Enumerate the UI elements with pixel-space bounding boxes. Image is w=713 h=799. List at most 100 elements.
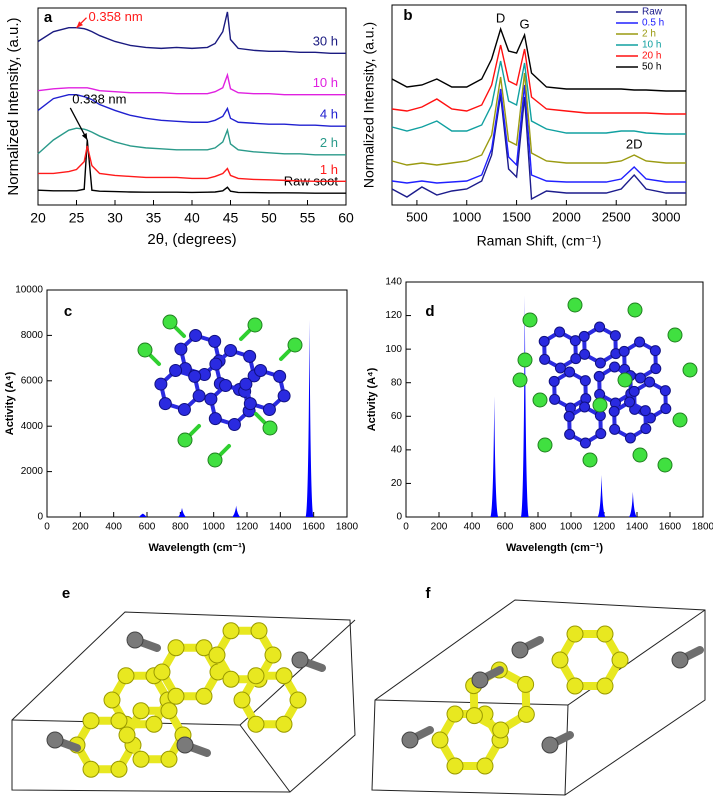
atom (538, 335, 550, 347)
atom (624, 432, 636, 444)
y-axis-label: Activity (A⁴) (366, 367, 378, 431)
atom (227, 418, 241, 432)
x-tick-label: 800 (530, 522, 547, 533)
atom (189, 328, 203, 342)
series-line (391, 60, 686, 135)
x-tick-label: 0 (403, 522, 409, 533)
atom (167, 687, 185, 705)
atom (287, 337, 303, 353)
atom (512, 372, 528, 388)
y-tick-label: 100 (385, 344, 402, 355)
panel-label: e (62, 585, 70, 602)
y-tick-label: 2000 (21, 466, 44, 477)
atom (564, 428, 576, 440)
atom (195, 687, 213, 705)
atom (110, 712, 128, 730)
atom (222, 670, 240, 688)
panel-label: f (426, 585, 432, 602)
atom (46, 731, 64, 749)
atom (208, 334, 222, 348)
x-tick-label: 600 (139, 522, 156, 533)
x-tick-label: 1000 (452, 209, 481, 224)
x-tick-label: 600 (497, 522, 514, 533)
y-tick-label: 8000 (21, 330, 44, 341)
atom (110, 760, 128, 778)
x-tick-label: 20 (30, 210, 46, 226)
atom (554, 362, 566, 374)
y-tick-label: 4000 (21, 421, 44, 432)
y-tick-label: 20 (391, 478, 403, 489)
y-tick-label: 6000 (21, 375, 44, 386)
atom (153, 663, 171, 681)
series-line (391, 94, 686, 201)
x-tick-label: 1600 (303, 522, 326, 533)
x-tick-label: 1400 (626, 522, 649, 533)
legend-label: 0.5 h (642, 18, 664, 29)
atom (195, 639, 213, 657)
atom (174, 342, 188, 356)
annotation: 0.358 nm (89, 9, 143, 24)
atom (548, 375, 560, 387)
atom (624, 396, 636, 408)
atom (563, 410, 575, 422)
annotation: 2D (626, 136, 643, 151)
series-label: 2 h (320, 135, 338, 150)
atom (596, 677, 614, 695)
peak (520, 295, 529, 517)
panel-label: d (425, 303, 434, 320)
unit-cell-edge (11, 619, 356, 726)
atom (640, 423, 652, 435)
atom (262, 420, 278, 436)
y-axis-label: Normalized Intensity, (a.u.) (5, 17, 22, 195)
atom (82, 760, 100, 778)
atom (578, 330, 590, 342)
atom (569, 335, 581, 347)
atom (570, 353, 582, 365)
series-line (37, 127, 346, 156)
atom (660, 403, 672, 415)
atom (659, 385, 671, 397)
series-line (37, 93, 346, 127)
atom (522, 312, 538, 328)
series-label: 10 h (313, 75, 338, 90)
atom (595, 428, 607, 440)
atom (634, 372, 646, 384)
atom (431, 731, 449, 749)
atom (567, 297, 583, 313)
atom (511, 641, 529, 659)
series-line (391, 44, 686, 115)
atom (566, 677, 584, 695)
atom (243, 397, 257, 411)
atom (254, 363, 268, 377)
x-tick-label: 35 (146, 210, 162, 226)
atom (126, 631, 144, 649)
atom (82, 712, 100, 730)
legend-label: 50 h (642, 62, 661, 73)
atom (649, 345, 661, 357)
atom (169, 363, 183, 377)
legend-label: 10 h (642, 40, 661, 51)
atom (208, 646, 226, 664)
atom (145, 715, 163, 733)
series-line (38, 145, 346, 183)
y-tick-label: 120 (385, 310, 402, 321)
x-axis-label: Wavelength (cm⁻¹) (506, 542, 603, 554)
atom (117, 667, 135, 685)
unit-cell-edge (564, 704, 569, 796)
peak (138, 513, 147, 517)
atom (401, 731, 419, 749)
atom (262, 403, 276, 417)
atom (609, 330, 621, 342)
atom (224, 343, 238, 357)
atom (162, 314, 178, 330)
atom (596, 625, 614, 643)
panel-label: c (64, 303, 72, 320)
x-tick-label: 1500 (502, 209, 531, 224)
x-tick-label: 1000 (203, 522, 226, 533)
atom (247, 715, 265, 733)
annotation: G (519, 16, 529, 31)
atom (644, 376, 656, 388)
peak (597, 475, 606, 517)
atom (634, 336, 646, 348)
atom (617, 372, 633, 388)
